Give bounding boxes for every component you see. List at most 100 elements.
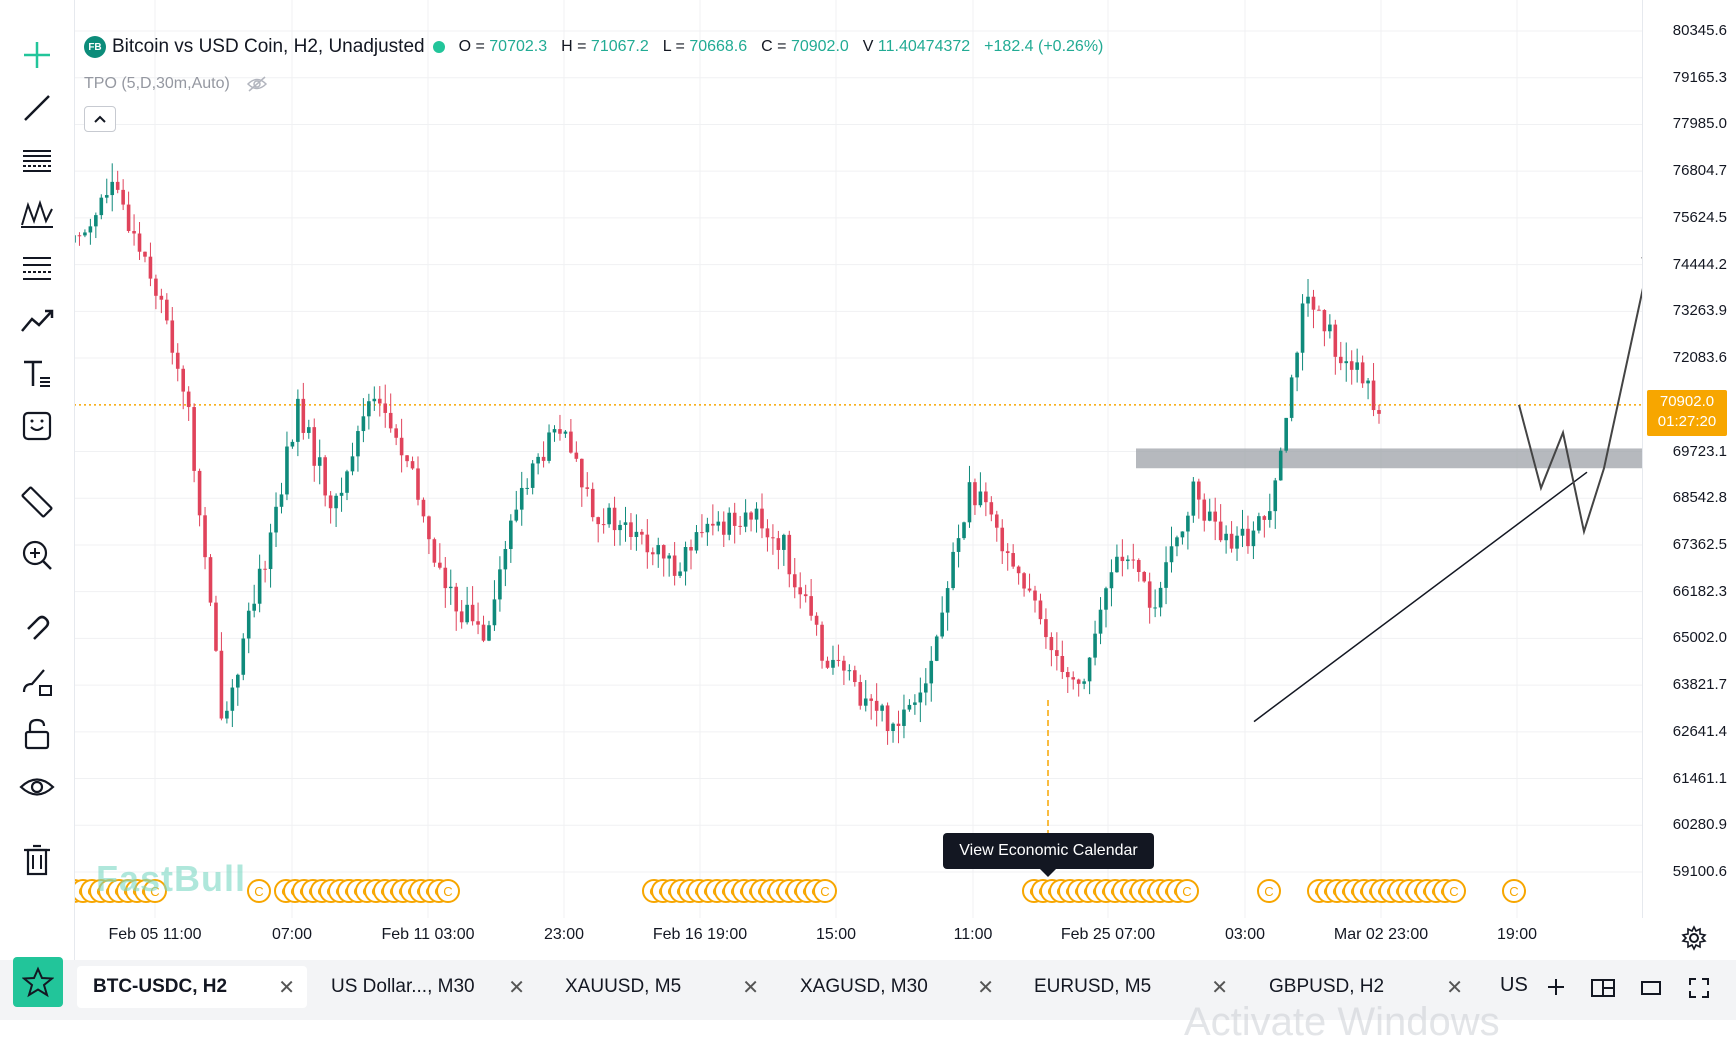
candle-body: [208, 557, 213, 603]
candle-body: [880, 705, 884, 711]
indicator-legend[interactable]: TPO (5,D,30m,Auto): [84, 75, 268, 93]
lock-drawing-tool[interactable]: [15, 659, 59, 703]
candle-body: [1267, 511, 1272, 520]
candle-body: [1322, 310, 1327, 332]
candle-body: [1147, 581, 1152, 608]
candle-body: [1022, 573, 1026, 589]
candle-body: [1371, 380, 1376, 411]
candle-body: [334, 495, 338, 509]
layout-icon[interactable]: [1590, 978, 1616, 998]
candle-body: [459, 611, 464, 623]
candle-body: [1202, 499, 1207, 521]
candle-body: [672, 555, 677, 576]
candle-body: [274, 506, 278, 533]
fib-tool[interactable]: [15, 139, 59, 183]
visibility-tool[interactable]: [15, 765, 59, 809]
candle-body: [1158, 587, 1163, 608]
collapse-legend-button[interactable]: [84, 106, 116, 132]
candle-body: [842, 660, 846, 671]
close-icon[interactable]: ✕: [1446, 976, 1463, 999]
pattern-tool[interactable]: [15, 192, 59, 236]
tab-us-dollar[interactable]: US Dollar..., M30 ✕: [315, 966, 537, 1008]
tab-eurusd[interactable]: EURUSD, M5 ✕: [1018, 966, 1240, 1008]
time-label: 07:00: [271, 926, 313, 943]
economic-event-marker[interactable]: [813, 879, 837, 903]
close-icon[interactable]: ✕: [977, 976, 994, 999]
candle-body: [1328, 324, 1332, 332]
brush-tool[interactable]: [15, 298, 59, 342]
favorites-button[interactable]: [13, 957, 63, 1007]
close-icon[interactable]: ✕: [1211, 976, 1228, 999]
close-icon[interactable]: ✕: [278, 976, 295, 999]
ohlc-high-label: H =: [561, 38, 587, 55]
eye-hidden-icon[interactable]: [246, 75, 268, 93]
close-icon[interactable]: ✕: [508, 976, 525, 999]
bar-countdown: 01:27:20: [1657, 413, 1717, 430]
candle-body: [137, 233, 142, 252]
lock-tool[interactable]: [15, 712, 59, 756]
candle-body: [1197, 481, 1201, 500]
candle-body: [1333, 324, 1338, 357]
economic-event-symbol: C: [150, 884, 159, 899]
candle-body: [383, 403, 388, 413]
projection-path[interactable]: [1518, 247, 1642, 536]
candle-body: [612, 507, 617, 531]
ohlc-close-value: 70902.0: [790, 38, 849, 55]
economic-calendar-tooltip[interactable]: View Economic Calendar: [943, 833, 1154, 877]
ohlc-low: L = 70668.6: [663, 38, 747, 56]
tab-xauusd[interactable]: XAUUSD, M5 ✕: [549, 966, 771, 1008]
forecast-tool[interactable]: [15, 245, 59, 289]
plus-icon: [24, 42, 50, 68]
candle-body: [585, 487, 590, 489]
candle-body: [1344, 361, 1349, 364]
candle-body: [77, 235, 82, 237]
fullscreen-icon[interactable]: [1688, 977, 1710, 999]
crosshair-tool[interactable]: [15, 33, 59, 77]
time-label: 23:00: [543, 926, 585, 943]
trendline[interactable]: [1253, 471, 1588, 723]
economic-event-marker[interactable]: [1442, 879, 1466, 903]
settings-gear-icon[interactable]: [1681, 925, 1707, 951]
trendline-tool[interactable]: [15, 86, 59, 130]
add-tab-plus-icon[interactable]: [1546, 977, 1566, 997]
magnet-tool[interactable]: [15, 606, 59, 650]
ohlc-open-value: 70702.3: [489, 38, 548, 55]
candle-body: [405, 455, 409, 462]
delete-tool[interactable]: [15, 838, 59, 882]
text-tool[interactable]: [15, 351, 59, 395]
candle-body: [858, 682, 863, 706]
resistance-zone[interactable]: [1136, 448, 1642, 469]
economic-event-marker[interactable]: [247, 879, 271, 903]
chart-area[interactable]: CCCCCCCCCCCCCCCCCCCCCCCCCCCCCCCCCCCCCCCC…: [74, 0, 1642, 918]
close-icon[interactable]: ✕: [742, 976, 759, 999]
price-label: 65002.0: [1672, 629, 1727, 647]
ruler-tool[interactable]: [15, 480, 59, 524]
price-chart[interactable]: CCCCCCCCCCCCCCCCCCCCCCCCCCCCCCCCCCCCCCCC…: [74, 0, 1642, 918]
candle-body: [782, 534, 786, 550]
economic-event-marker[interactable]: [436, 879, 460, 903]
economic-event-marker[interactable]: [1175, 879, 1199, 903]
zoom-tool[interactable]: [15, 533, 59, 577]
candle-body: [104, 195, 109, 198]
candle-body: [1300, 303, 1305, 353]
price-axis[interactable]: 80345.6 79165.3 77985.0 76804.7 75624.5 74444…: [1642, 0, 1736, 918]
window-icon[interactable]: [1640, 980, 1662, 996]
symbol-title[interactable]: Bitcoin vs USD Coin, H2, Unadjusted: [112, 36, 425, 57]
tab-gbpusd[interactable]: GBPUSD, H2 ✕: [1253, 966, 1475, 1008]
fib-lines-icon: [23, 150, 51, 172]
region-selector[interactable]: US: [1500, 974, 1528, 996]
tab-xagusd[interactable]: XAGUSD, M30 ✕: [784, 966, 1006, 1008]
chart-legend: FB Bitcoin vs USD Coin, H2, Unadjusted O…: [84, 36, 1117, 58]
economic-event-marker[interactable]: [143, 879, 167, 903]
economic-event-marker[interactable]: [1502, 879, 1526, 903]
candle-body: [776, 538, 781, 550]
candle-body: [1169, 546, 1174, 563]
emoji-tool[interactable]: [15, 404, 59, 448]
candle-body: [1175, 537, 1179, 547]
candle-body: [143, 251, 147, 257]
economic-event-marker[interactable]: [1257, 879, 1281, 903]
candle-body: [350, 456, 355, 472]
time-label: 19:00: [1496, 926, 1538, 943]
tab-btc-usdc[interactable]: BTC-USDC, H2 ✕: [77, 966, 307, 1008]
candle-body: [443, 567, 448, 589]
